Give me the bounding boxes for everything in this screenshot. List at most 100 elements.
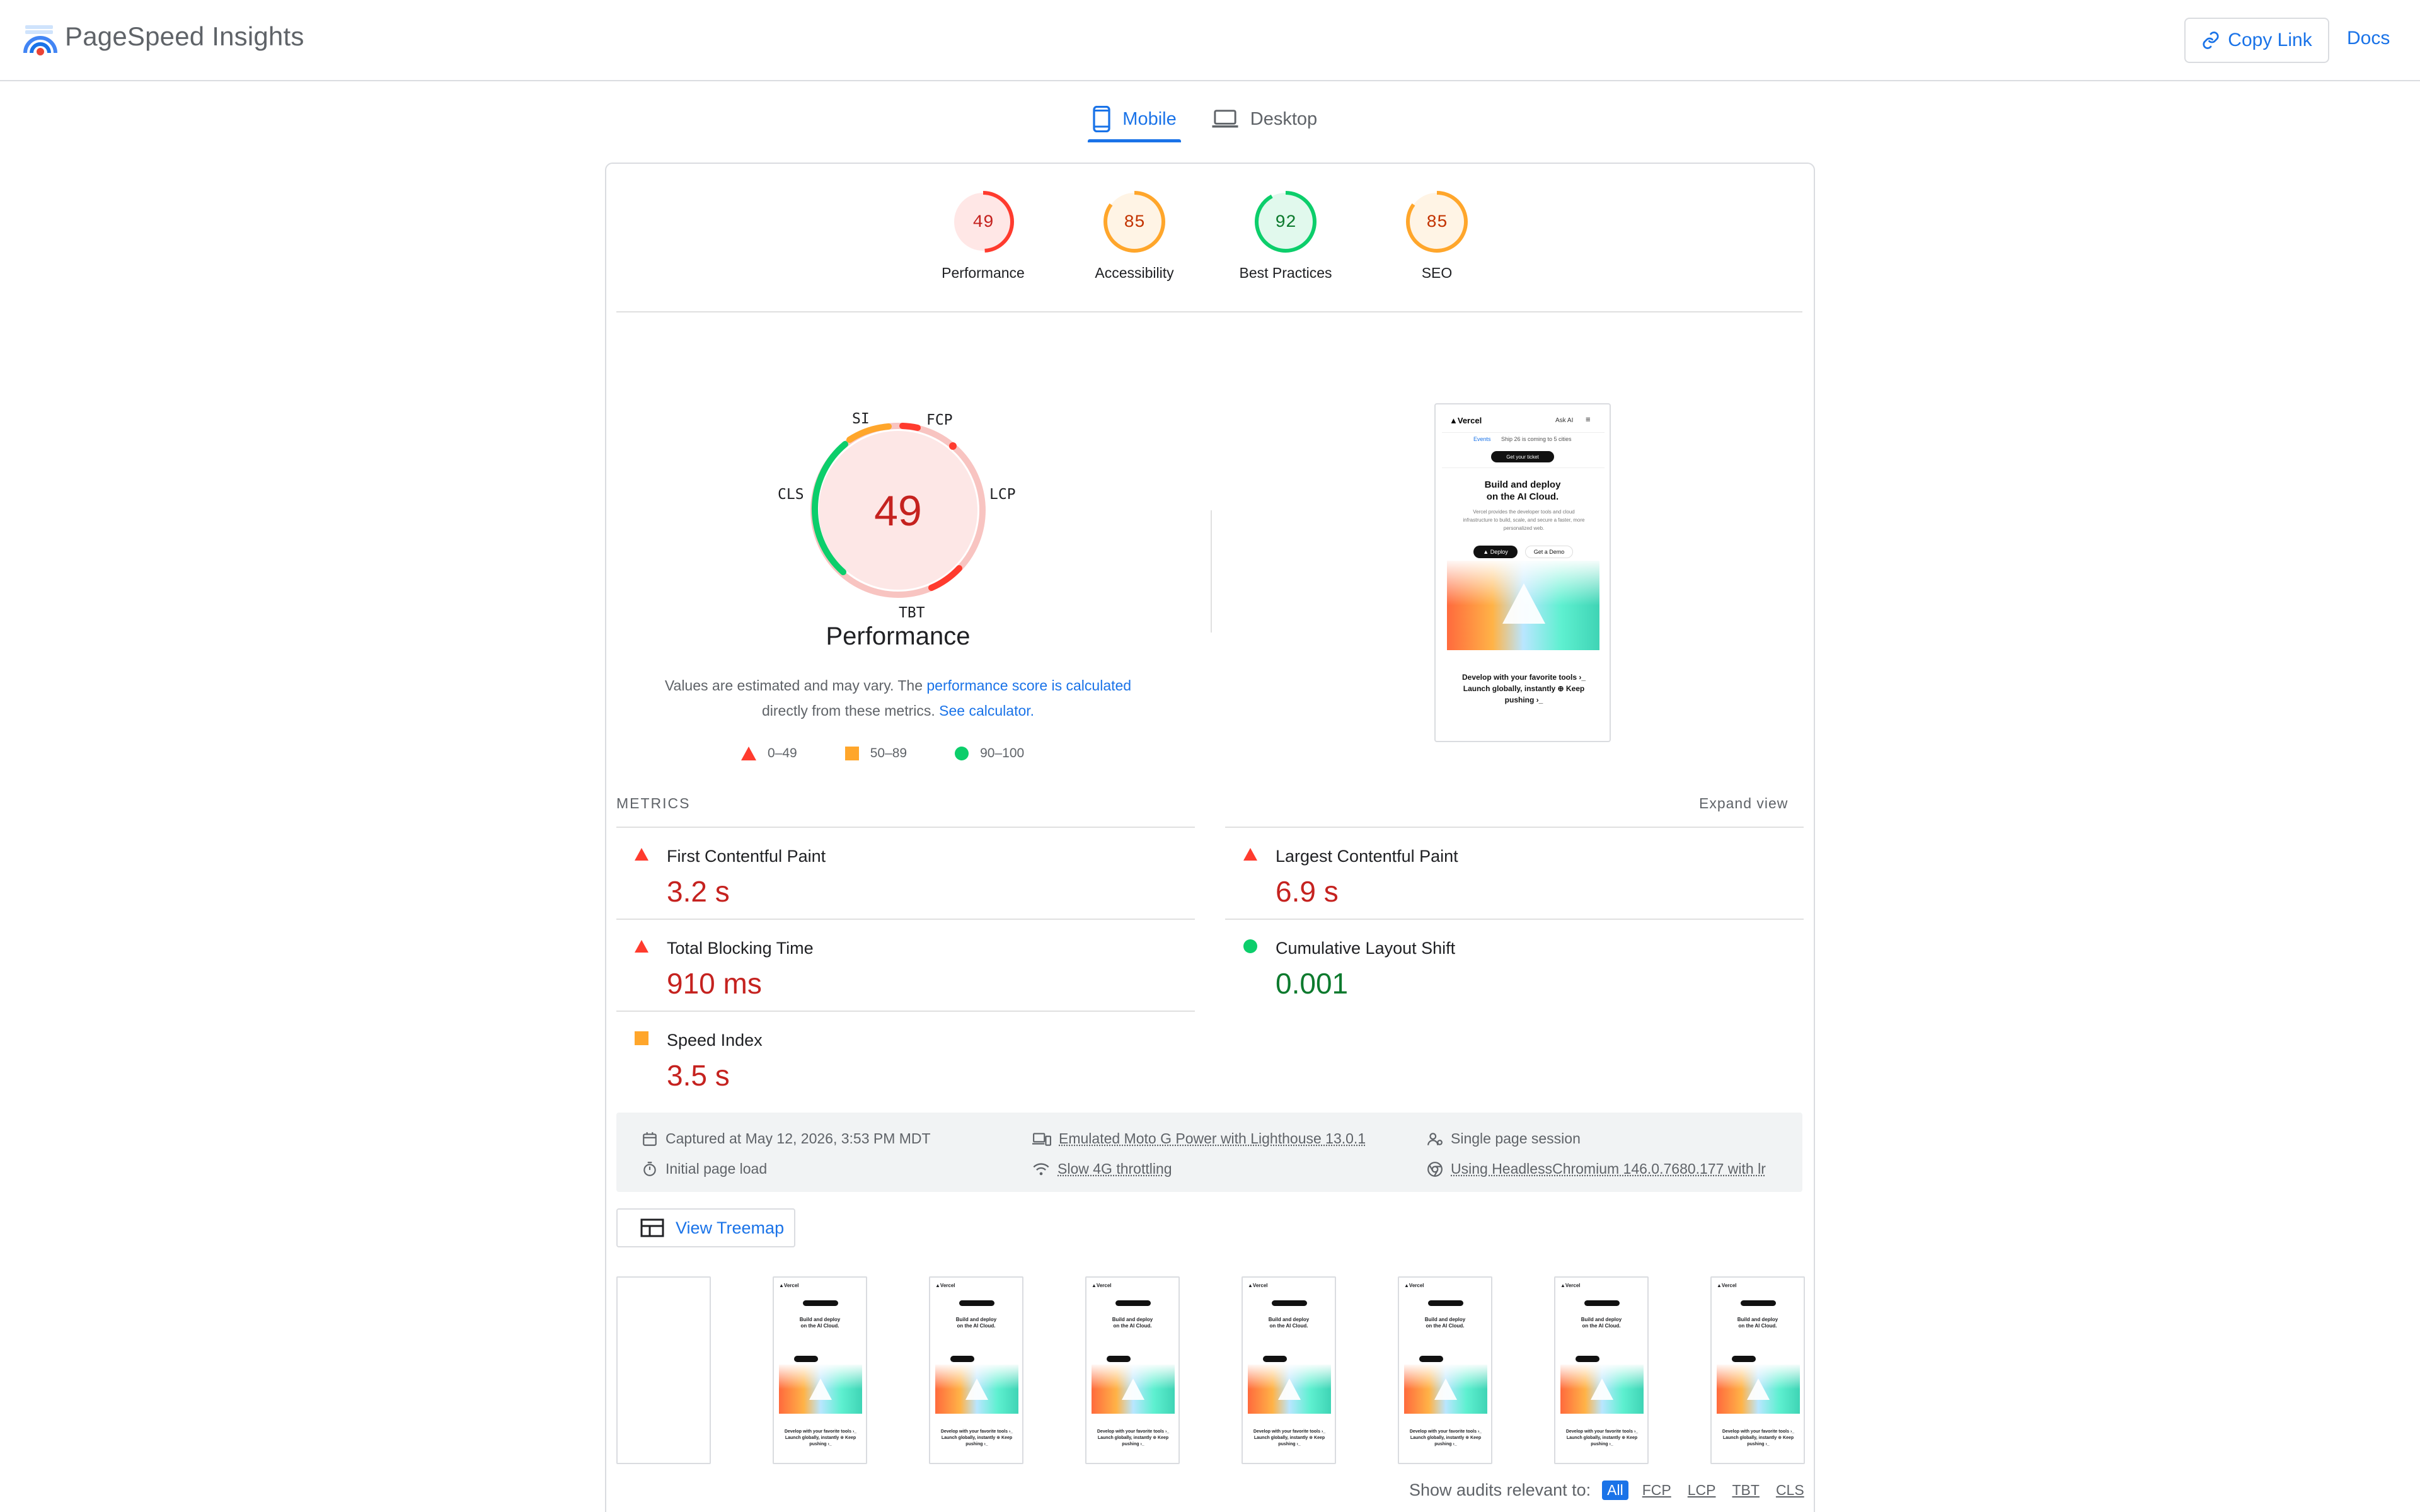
docs-link[interactable]: Docs xyxy=(2347,28,2390,49)
frame-footer-text: Develop with your favorite tools ›_ Laun… xyxy=(939,1429,1015,1448)
performance-score: 49 xyxy=(874,487,922,535)
filmstrip-frame[interactable]: ▲Vercel Build and deploy on the AI Cloud. D… xyxy=(929,1276,1023,1464)
vertical-divider xyxy=(1211,510,1212,633)
frame-hero-gradient xyxy=(779,1365,862,1414)
fcp-segment xyxy=(902,426,918,428)
metric-value: 910 ms xyxy=(667,966,762,1000)
filter-all[interactable]: All xyxy=(1602,1480,1628,1500)
app-title[interactable]: PageSpeed Insights xyxy=(65,21,304,52)
legend-range: 90–100 xyxy=(980,746,1024,761)
metric-value: 0.001 xyxy=(1276,966,1348,1000)
metric-name: Total Blocking Time xyxy=(667,939,814,958)
frame-hero-gradient xyxy=(1717,1365,1800,1414)
frame-footer-text: Develop with your favorite tools ›_ Laun… xyxy=(783,1429,858,1448)
green-circle-icon xyxy=(1243,939,1258,954)
copy-link-button[interactable]: Copy Link xyxy=(2184,18,2329,63)
legend-pass: 90–100 xyxy=(955,746,1024,761)
filmstrip-frame[interactable]: ▲Vercel Build and deploy on the AI Cloud. D… xyxy=(1398,1276,1492,1464)
tab-mobile[interactable]: Mobile xyxy=(1088,96,1181,142)
filter-fcp[interactable]: FCP xyxy=(1640,1480,1674,1500)
frame-brand: ▲Vercel xyxy=(1092,1283,1112,1288)
device-tabs: Mobile Desktop xyxy=(1088,96,1322,142)
metric-letter-si: SI xyxy=(852,411,870,427)
frame-triangle-icon xyxy=(1278,1378,1301,1400)
frame-footer-text: Develop with your favorite tools ›_ Laun… xyxy=(1720,1429,1796,1448)
preview-brand: ▲Vercel xyxy=(1449,416,1482,425)
filter-cls[interactable]: CLS xyxy=(1773,1480,1807,1500)
session-text: Single page session xyxy=(1451,1130,1581,1147)
captured-at: Captured at May 12, 2026, 3:53 PM MDT xyxy=(642,1130,931,1147)
frame-hero-gradient xyxy=(1560,1365,1644,1414)
filmstrip-frame[interactable]: ▲Vercel Build and deploy on the AI Cloud. D… xyxy=(1710,1276,1805,1464)
metric-cls: Cumulative Layout Shift 0.001 xyxy=(1225,919,1804,1011)
frame-ticket-button xyxy=(1584,1300,1620,1306)
metric-name: Cumulative Layout Shift xyxy=(1276,939,1455,958)
metric-name: Speed Index xyxy=(667,1031,763,1050)
frame-brand: ▲Vercel xyxy=(1404,1283,1424,1288)
legend-range: 0–49 xyxy=(768,746,797,761)
metric-value: 3.2 s xyxy=(667,874,730,908)
frame-deploy-button xyxy=(1107,1356,1131,1362)
calendar-icon xyxy=(642,1131,658,1147)
frame-headline: Build and deploy on the AI Cloud. xyxy=(774,1317,866,1329)
view-treemap-button[interactable]: View Treemap xyxy=(616,1208,795,1247)
filmstrip-frame[interactable]: ▲Vercel Build and deploy on the AI Cloud. D… xyxy=(1554,1276,1649,1464)
see-calculator-link[interactable]: See calculator. xyxy=(939,702,1034,719)
gauge-label: Performance xyxy=(942,265,1025,282)
preview-ask-ai: Ask AI xyxy=(1555,417,1573,424)
gauge-performance[interactable]: 49 Performance xyxy=(908,189,1059,296)
frame-triangle-icon xyxy=(1434,1378,1457,1400)
gauge-best-practices[interactable]: 92 Best Practices xyxy=(1210,189,1361,296)
network-throttling[interactable]: Slow 4G throttling xyxy=(1032,1160,1172,1177)
filmstrip-frame[interactable]: ▲Vercel Build and deploy on the AI Cloud. D… xyxy=(1085,1276,1180,1464)
frame-headline: Build and deploy on the AI Cloud. xyxy=(1086,1317,1178,1329)
divider xyxy=(616,311,1802,312)
filmstrip-frame[interactable]: ▲Vercel Build and deploy on the AI Cloud. D… xyxy=(773,1276,867,1464)
filmstrip-frame[interactable] xyxy=(616,1276,711,1464)
frame-headline: Build and deploy on the AI Cloud. xyxy=(1243,1317,1335,1329)
final-screenshot[interactable]: ▲Vercel Ask AI ≡ Events Ship 26 is comin… xyxy=(1434,403,1611,742)
link-icon xyxy=(2201,31,2220,50)
treemap-icon xyxy=(640,1218,664,1237)
score-calculated-link[interactable]: performance score is calculated xyxy=(926,677,1131,694)
filter-tbt[interactable]: TBT xyxy=(1729,1480,1761,1500)
frame-hero-gradient xyxy=(1092,1365,1175,1414)
frame-triangle-icon xyxy=(1122,1378,1144,1400)
preview-events-badge: Events xyxy=(1473,436,1491,442)
browser-version[interactable]: Using HeadlessChromium 146.0.7680.177 wi… xyxy=(1427,1160,1766,1177)
score-legend: 0–49 50–89 90–100 xyxy=(741,746,1072,761)
stopwatch-icon xyxy=(642,1161,658,1177)
metric-value: 3.5 s xyxy=(667,1058,730,1092)
frame-deploy-button xyxy=(1576,1356,1599,1362)
expand-view-toggle[interactable]: Expand view xyxy=(1699,795,1788,812)
lcp-marker xyxy=(949,442,957,450)
gauge-accessibility[interactable]: 85 Accessibility xyxy=(1059,189,1210,296)
gauge-score: 85 xyxy=(1124,213,1145,232)
frame-ticket-button xyxy=(1115,1300,1151,1306)
gauge-score: 49 xyxy=(972,213,994,232)
filter-lcp[interactable]: LCP xyxy=(1685,1480,1719,1500)
emulated-device[interactable]: Emulated Moto G Power with Lighthouse 13… xyxy=(1032,1130,1366,1147)
metric-name: First Contentful Paint xyxy=(667,847,826,866)
legend-range: 50–89 xyxy=(870,746,907,761)
page-preview: ▲Vercel Ask AI ≡ Events Ship 26 is comin… xyxy=(1436,404,1610,741)
tab-desktop[interactable]: Desktop xyxy=(1206,96,1322,142)
page-session: Single page session xyxy=(1427,1130,1581,1147)
emulated-text: Emulated Moto G Power with Lighthouse 13… xyxy=(1059,1130,1366,1147)
frame-footer-text: Develop with your favorite tools ›_ Laun… xyxy=(1564,1429,1640,1448)
frame-ticket-button xyxy=(803,1300,838,1306)
pagespeed-logo-icon[interactable] xyxy=(23,24,58,57)
browser-text: Using HeadlessChromium 146.0.7680.177 wi… xyxy=(1451,1160,1766,1177)
note-prefix: Values are estimated and may vary. The xyxy=(665,677,926,694)
initial-load-text: Initial page load xyxy=(666,1160,767,1177)
frame-deploy-button xyxy=(1732,1356,1756,1362)
frame-ticket-button xyxy=(1428,1300,1463,1306)
filmstrip-frame[interactable]: ▲Vercel Build and deploy on the AI Cloud. D… xyxy=(1242,1276,1336,1464)
gauge-seo[interactable]: 85 SEO xyxy=(1361,189,1512,296)
performance-gauge-svg: 49 xyxy=(756,391,1040,630)
red-triangle-icon xyxy=(634,939,649,954)
red-triangle-icon xyxy=(741,747,756,760)
red-triangle-icon xyxy=(1243,847,1258,862)
frame-headline: Build and deploy on the AI Cloud. xyxy=(930,1317,1022,1329)
metric-value: 6.9 s xyxy=(1276,874,1339,908)
